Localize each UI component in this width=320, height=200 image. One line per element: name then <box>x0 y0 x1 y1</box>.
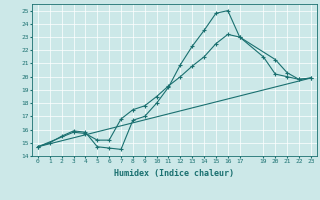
X-axis label: Humidex (Indice chaleur): Humidex (Indice chaleur) <box>115 169 234 178</box>
